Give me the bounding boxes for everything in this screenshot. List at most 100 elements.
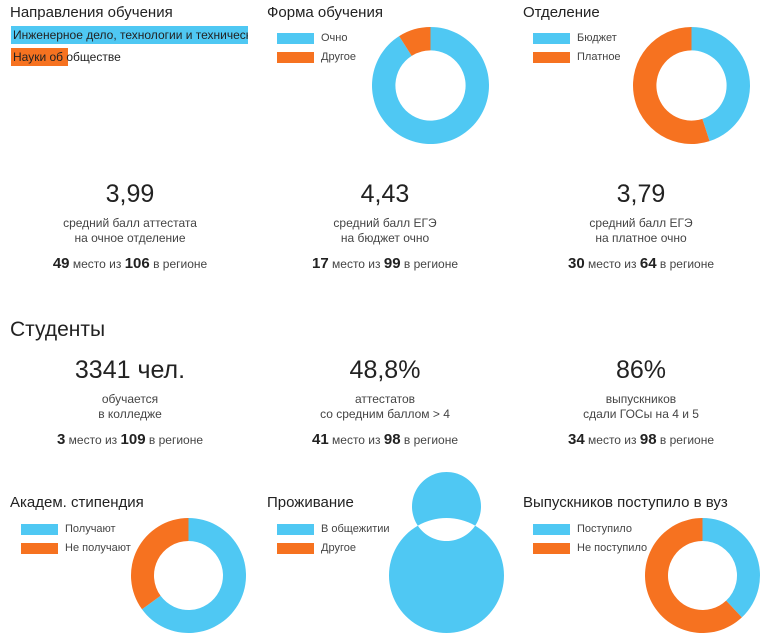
rank-total: 98 — [639, 431, 657, 448]
rank-place: 49 — [52, 255, 70, 272]
rank-mid: место из — [68, 433, 118, 447]
legend-label: Платное — [577, 51, 621, 63]
rank-suffix: в регионе — [659, 257, 715, 271]
rank-total: 106 — [124, 255, 150, 272]
scholarship-donut-chart — [131, 518, 246, 633]
stat-rank: 17 место из 99 в регионе — [257, 255, 513, 272]
stat-value: 3,79 — [616, 180, 666, 208]
stat-value: 3,99 — [105, 180, 155, 208]
department-title: Отделение — [523, 4, 600, 21]
stat-value: 86% — [615, 356, 667, 384]
stat-desc-line2: на бюджет очно — [340, 231, 430, 245]
directions-title: Направления обучения — [10, 4, 173, 21]
donut-slice-primary[interactable] — [388, 472, 504, 633]
rank-total: 98 — [383, 431, 401, 448]
stat-desc-line2: на платное очно — [595, 231, 687, 245]
rank-total: 99 — [383, 255, 401, 272]
stat-desc-line2: со средним баллом > 4 — [320, 407, 450, 421]
housing-title: Проживание — [267, 494, 354, 511]
stat-rank: 49 место из 106 в регионе — [2, 255, 258, 272]
donut-slice-secondary[interactable] — [633, 27, 710, 144]
donut-slice-primary[interactable] — [141, 518, 246, 633]
university-title: Выпускников поступило в вуз — [523, 494, 728, 511]
rank-total: 109 — [120, 431, 146, 448]
legend-label: Получают — [65, 523, 116, 535]
rank-mid: место из — [332, 257, 381, 271]
stat-desc-line2: сдали ГОСы на 4 и 5 — [583, 407, 699, 421]
students-heading: Студенты — [10, 318, 106, 341]
stat-card-students-count: 3341 чел. обучается в колледже 3 место и… — [2, 356, 258, 448]
stat-desc-line1: аттестатов — [354, 392, 416, 406]
stat-card-attestat-share: 48,8% аттестатов со средним баллом > 4 4… — [257, 356, 513, 448]
stat-value: 3341 чел. — [74, 356, 186, 384]
legend-label: Другое — [321, 542, 356, 554]
legend-label: Другое — [321, 51, 356, 63]
legend-swatch — [533, 33, 570, 44]
rank-suffix: в регионе — [403, 257, 459, 271]
rank-place: 30 — [567, 255, 585, 272]
legend-label: Поступило — [577, 523, 632, 535]
legend-label: Бюджет — [577, 32, 617, 44]
rank-total: 64 — [639, 255, 657, 272]
stat-value: 48,8% — [349, 356, 421, 384]
rank-place: 41 — [311, 431, 329, 448]
stat-card-attestat: 3,99 средний балл аттестата на очное отд… — [2, 180, 258, 272]
legend-label: Не получают — [65, 542, 131, 554]
direction-bar-label: Науки об обществе — [13, 50, 121, 64]
legend-swatch — [277, 524, 314, 535]
rank-place: 3 — [56, 431, 66, 448]
rank-suffix: в регионе — [659, 433, 715, 447]
legend-swatch — [533, 52, 570, 63]
legend-swatch — [533, 524, 570, 535]
rank-mid: место из — [588, 433, 637, 447]
housing-donut-chart — [388, 472, 504, 633]
stat-desc-line1: средний балл ЕГЭ — [333, 216, 437, 230]
rank-suffix: в регионе — [148, 433, 204, 447]
stats-row-2: 3341 чел. обучается в колледже 3 место и… — [0, 356, 768, 456]
legend-label: Не поступило — [577, 542, 648, 554]
university-donut-chart — [645, 518, 760, 633]
donut-slice-primary[interactable] — [702, 518, 761, 618]
rank-mid: место из — [588, 257, 637, 271]
stat-card-ege-paid: 3,79 средний балл ЕГЭ на платное очно 30… — [513, 180, 768, 272]
stat-desc-line1: средний балл аттестата — [63, 216, 197, 230]
legend-label: В общежитии — [321, 523, 390, 535]
legend-swatch — [533, 543, 570, 554]
rank-mid: место из — [72, 257, 122, 271]
donut-slice-secondary[interactable] — [399, 27, 431, 56]
legend-swatch — [277, 33, 314, 44]
form-donut-chart — [372, 27, 489, 144]
stat-desc-line1: средний балл ЕГЭ — [589, 216, 693, 230]
direction-bar-engineering[interactable]: Инженерное дело, технологии и технически… — [11, 26, 248, 44]
rank-suffix: в регионе — [403, 433, 459, 447]
rank-suffix: в регионе — [153, 257, 208, 271]
stat-rank: 34 место из 98 в регионе — [513, 431, 768, 448]
donut-slice-primary[interactable] — [691, 27, 751, 142]
direction-bar-social[interactable]: Науки об обществе — [11, 48, 248, 66]
stat-rank: 41 место из 98 в регионе — [257, 431, 513, 448]
rank-mid: место из — [332, 433, 381, 447]
rank-place: 17 — [311, 255, 329, 272]
donut-slice-secondary[interactable] — [645, 518, 742, 633]
legend-swatch — [277, 543, 314, 554]
legend-swatch — [277, 52, 314, 63]
form-title: Форма обучения — [267, 4, 383, 21]
stat-desc-line1: обучается — [101, 392, 159, 406]
stat-desc-line2: в колледже — [98, 407, 162, 421]
stat-desc-line1: выпускников — [605, 392, 677, 406]
stat-rank: 3 место из 109 в регионе — [2, 431, 258, 448]
scholarship-title: Академ. стипендия — [10, 494, 144, 511]
donut-slice-secondary[interactable] — [131, 518, 189, 610]
donut-slice-primary[interactable] — [372, 27, 489, 144]
rank-place: 34 — [567, 431, 585, 448]
stat-rank: 30 место из 64 в регионе — [513, 255, 768, 272]
department-donut-chart — [633, 27, 750, 144]
stat-value: 4,43 — [360, 180, 410, 208]
direction-bar-fill — [11, 48, 68, 66]
stat-desc-line2: на очное отделение — [74, 231, 186, 245]
legend-swatch — [21, 524, 58, 535]
stat-card-ege-budget: 4,43 средний балл ЕГЭ на бюджет очно 17 … — [257, 180, 513, 272]
legend-label: Очно — [321, 32, 348, 44]
stat-card-gos: 86% выпускников сдали ГОСы на 4 и 5 34 м… — [513, 356, 768, 448]
stats-row-1: 3,99 средний балл аттестата на очное отд… — [0, 180, 768, 280]
